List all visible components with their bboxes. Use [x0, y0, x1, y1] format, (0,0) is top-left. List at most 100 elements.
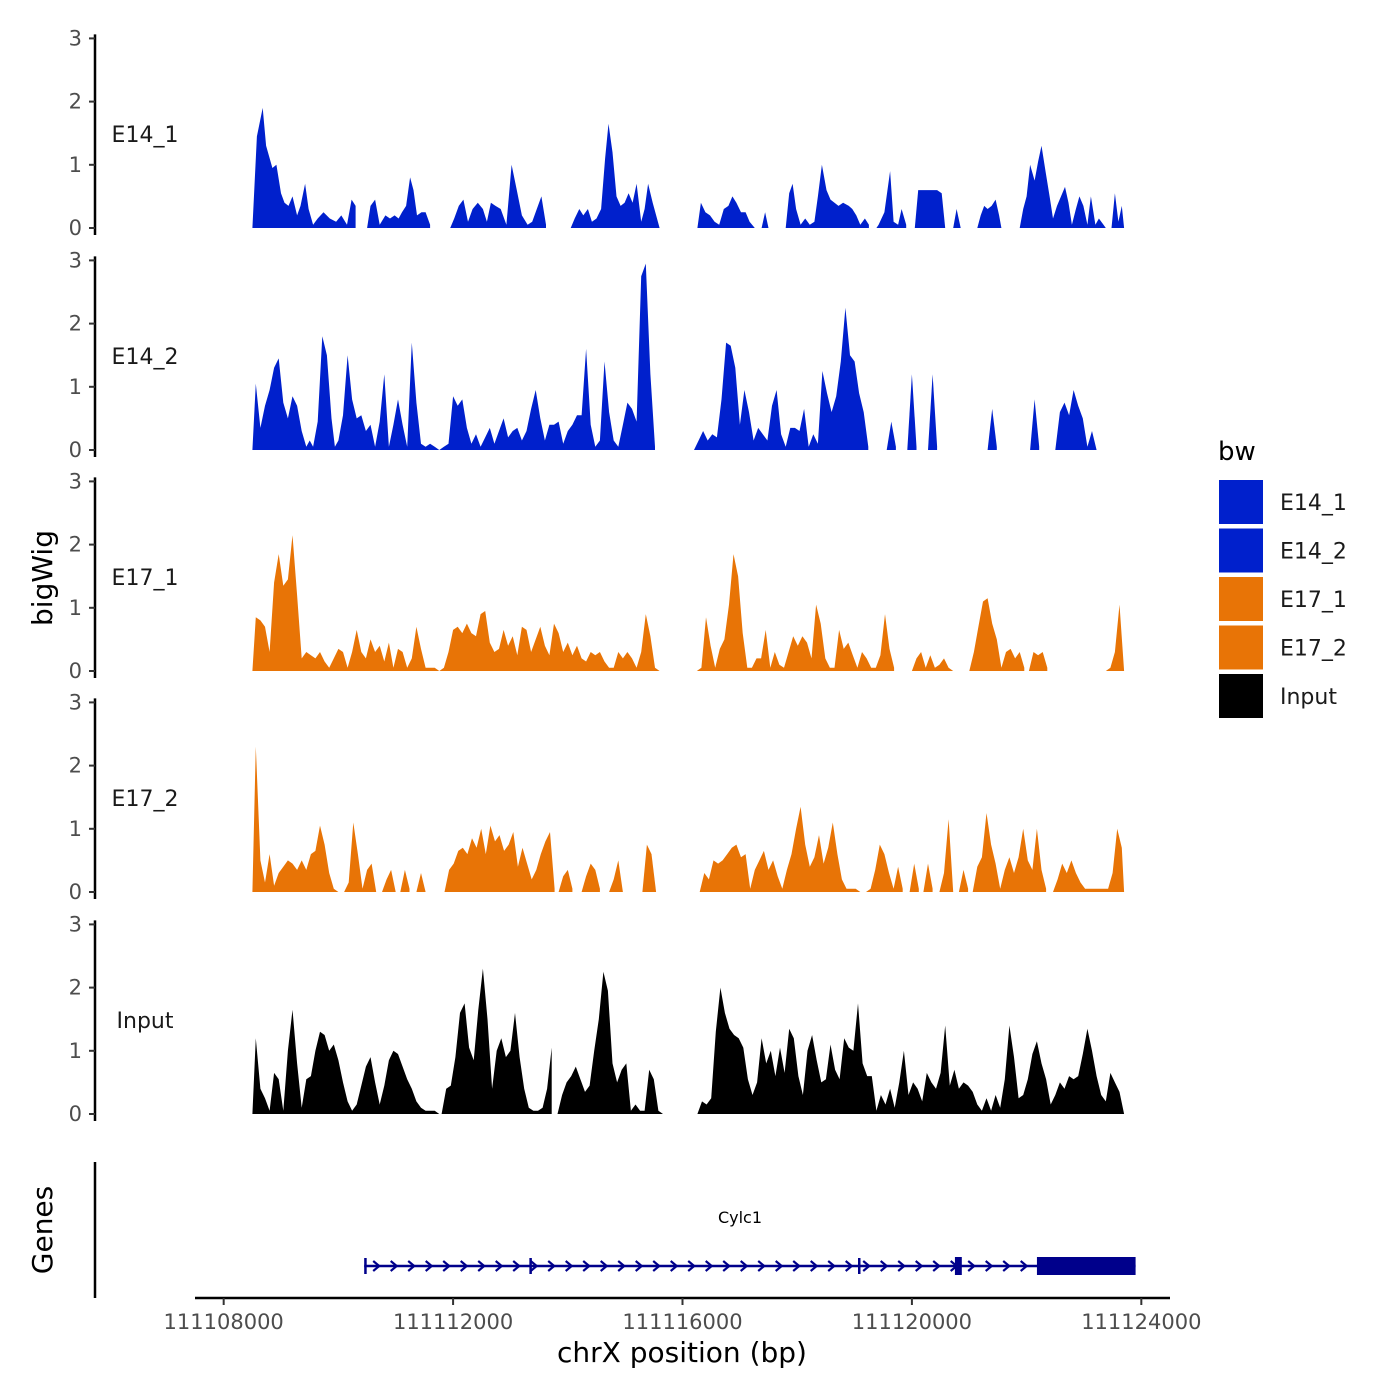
strand-arrow-16 — [634, 1260, 644, 1272]
area-E17_1-7 — [1105, 604, 1125, 671]
strand-arrow-10 — [529, 1260, 539, 1272]
legend-swatch-E14_1 — [1219, 480, 1263, 524]
strand-arrow-29 — [862, 1260, 871, 1272]
exon-5 — [1036, 1257, 1136, 1275]
y-tick-label-Input-1: 1 — [69, 1039, 82, 1063]
legend-swatch-Input — [1219, 674, 1263, 718]
area-E14_2-7 — [987, 408, 997, 450]
legend: bw E14_1 E14_2 E17_1 E17_2 Input — [1218, 437, 1347, 718]
area-E14_1-1 — [252, 107, 356, 228]
area-E17_2-13 — [909, 863, 919, 892]
area-E14_2-2 — [439, 263, 655, 450]
strand-arrow-30 — [879, 1260, 889, 1272]
exon-1 — [364, 1258, 367, 1274]
area-E17_2-10 — [642, 844, 657, 892]
strand-arrow-7 — [477, 1260, 486, 1272]
strand-arrow-19 — [687, 1260, 696, 1272]
strand-arrow-12 — [564, 1260, 574, 1272]
strand-arrow-36 — [984, 1260, 994, 1272]
strand-arrow-15 — [617, 1260, 626, 1272]
strand-arrow-13 — [582, 1260, 591, 1272]
y-tick-label-E14_2-1: 1 — [69, 375, 82, 399]
y-tick-label-E17_2-3: 3 — [69, 690, 82, 714]
area-E17_2-3 — [382, 869, 396, 892]
strand-arrow-27 — [827, 1260, 836, 1272]
x-tick-label-111108000: 111108000 — [164, 1310, 284, 1334]
track-label-E14_1: E14_1 — [112, 123, 179, 148]
area-E17_1-5 — [969, 598, 1025, 671]
legend-swatch-E14_2 — [1219, 528, 1263, 573]
panel-Input: 0 1 2 3 Input — [69, 912, 1125, 1126]
area-E14_2-3 — [694, 307, 869, 450]
area-E17_1-2 — [439, 611, 660, 671]
area-E14_1-3 — [450, 164, 546, 228]
x-axis-title: chrX position (bp) — [557, 1336, 807, 1369]
area-E17_2-12 — [866, 844, 903, 892]
area-E14_2-9 — [1055, 390, 1097, 450]
exon-2 — [529, 1258, 532, 1274]
y-tick-label-E17_2-0: 0 — [69, 880, 82, 904]
area-E14_1-12 — [1019, 145, 1106, 228]
legend-title: bw — [1218, 437, 1256, 467]
legend-swatch-E17_1 — [1219, 577, 1263, 621]
strand-arrow-35 — [967, 1260, 976, 1272]
area-E14_1-6 — [761, 212, 769, 228]
gene-name-label: Cylc1 — [718, 1208, 762, 1227]
strand-arrow-28 — [844, 1260, 854, 1272]
area-E17_1-4 — [911, 652, 954, 671]
y-tick-label-E14_2-0: 0 — [69, 438, 82, 462]
strand-arrow-8 — [494, 1260, 504, 1272]
y-tick-label-E14_1-2: 2 — [69, 90, 82, 114]
legend-label-E17_2: E17_2 — [1280, 637, 1347, 662]
area-E17_2-5 — [416, 873, 426, 892]
strand-arrow-20 — [704, 1260, 714, 1272]
area-E14_1-7 — [785, 164, 869, 228]
track-label-E17_1: E17_1 — [112, 566, 179, 591]
strand-arrow-26 — [809, 1260, 819, 1272]
area-E17_2-11 — [699, 806, 861, 892]
area-E14_1-4 — [570, 123, 660, 228]
area-E14_1-9 — [914, 190, 946, 228]
strand-arrow-4 — [424, 1260, 434, 1272]
legend-label-E14_2: E14_2 — [1280, 540, 1347, 565]
strand-arrow-14 — [599, 1260, 609, 1272]
strand-arrow-21 — [722, 1260, 731, 1272]
strand-arrow-1 — [372, 1260, 381, 1272]
strand-arrow-24 — [774, 1260, 784, 1272]
strand-arrow-6 — [459, 1260, 469, 1272]
area-E17_2-9 — [609, 860, 623, 892]
y-tick-label-E17_1-2: 2 — [69, 533, 82, 557]
strand-arrow-32 — [914, 1260, 924, 1272]
strand-arrow-22 — [739, 1260, 749, 1272]
panel-E14_1: 0 1 2 3 E14_1 — [69, 26, 1125, 240]
area-E14_1-11 — [977, 199, 1002, 228]
area-E17_1-6 — [1028, 652, 1048, 671]
area-E17_2-4 — [400, 869, 410, 892]
x-tick-label-111120000: 111120000 — [852, 1310, 972, 1334]
y-tick-label-Input-0: 0 — [69, 1102, 82, 1126]
area-E14_2-6 — [928, 374, 938, 450]
x-tick-label-111124000: 111124000 — [1081, 1310, 1201, 1334]
area-E17_2-18 — [1053, 828, 1125, 892]
area-Input-3 — [557, 971, 663, 1114]
exon-4 — [954, 1257, 962, 1275]
area-E17_2-7 — [558, 869, 573, 892]
strand-arrow-23 — [757, 1260, 766, 1272]
strand-arrow-33 — [932, 1260, 941, 1272]
x-tick-label-111112000: 111112000 — [393, 1310, 513, 1334]
track-label-Input: Input — [117, 1009, 174, 1034]
area-E14_1-2 — [367, 177, 431, 228]
strand-arrow-5 — [442, 1260, 451, 1272]
x-tick-label-111116000: 111116000 — [622, 1310, 742, 1334]
y-axis-title: bigWig — [26, 530, 59, 626]
y-tick-label-E17_2-1: 1 — [69, 817, 82, 841]
y-tick-label-E14_2-2: 2 — [69, 312, 82, 336]
area-E17_2-1 — [252, 746, 339, 892]
area-E17_2-2 — [344, 822, 377, 892]
area-E17_1-3 — [696, 554, 895, 671]
panel-E17_2: 0 1 2 3 E17_2 — [69, 690, 1125, 904]
strand-arrow-3 — [407, 1260, 416, 1272]
area-E17_1-1 — [252, 535, 440, 671]
